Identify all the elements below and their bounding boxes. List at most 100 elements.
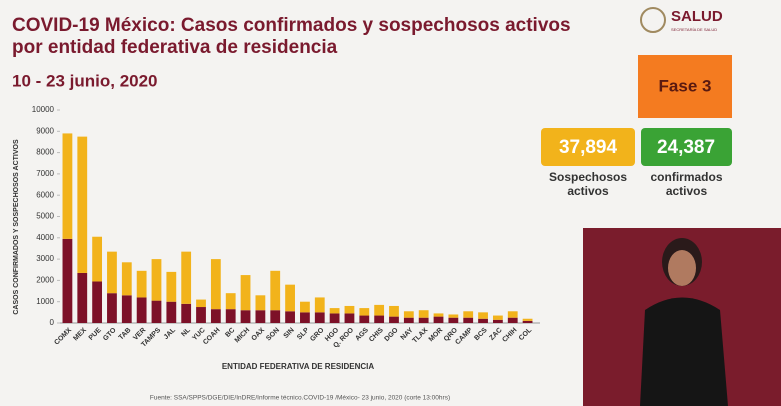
- bar: [492, 315, 503, 320]
- bar: [418, 317, 429, 323]
- bar: [329, 313, 340, 323]
- bar: [507, 311, 518, 318]
- x-tick-label: CHIH: [501, 327, 518, 344]
- bar: [463, 311, 474, 318]
- card: [541, 128, 635, 166]
- bar: [210, 309, 221, 323]
- bar: [403, 317, 414, 323]
- bar: [285, 284, 295, 312]
- bar: [359, 308, 370, 316]
- y-tick-label: 0: [50, 318, 55, 327]
- bar: [374, 304, 385, 316]
- y-tick-label: 6000: [36, 190, 54, 199]
- bar: [270, 270, 281, 311]
- bar: [240, 275, 251, 311]
- x-tick-label: SLP: [296, 327, 311, 342]
- x-tick-label: BCS: [473, 327, 489, 343]
- x-tick-label: COMX: [53, 327, 73, 347]
- logo-subtitle: SECRETARÍA DE SALUD: [671, 27, 717, 32]
- x-tick-label: OAX: [250, 327, 266, 343]
- bar: [151, 259, 162, 301]
- bar: [300, 301, 310, 313]
- x-tick-label: SIN: [283, 327, 296, 340]
- phase: Fase 3: [659, 76, 712, 95]
- bar: [77, 136, 88, 273]
- interpreter-face: [668, 250, 696, 286]
- x-tick-label: GTO: [102, 326, 118, 342]
- card-label: confirmados activos: [650, 170, 723, 198]
- bar: [344, 305, 355, 314]
- x-tick-label: GRO: [309, 326, 326, 343]
- bar: [92, 236, 103, 282]
- y-tick-label: 4000: [36, 233, 54, 242]
- bar: [314, 297, 325, 313]
- x-tick-label: CAMP: [454, 327, 474, 347]
- bar: [255, 295, 266, 311]
- bar: [181, 251, 192, 304]
- bar: [181, 303, 192, 323]
- y-tick-label: 8000: [36, 148, 54, 157]
- y-axis-label: CASOS CONFIRMADOS Y SOSPECHOSOS ACTIVOS: [13, 139, 20, 315]
- bar: [225, 309, 236, 323]
- bar: [196, 299, 206, 308]
- bar: [166, 271, 177, 302]
- x-tick-label: CHIS: [368, 327, 385, 344]
- x-tick-label: BC: [224, 327, 236, 339]
- x-tick-label: SON: [265, 327, 281, 343]
- bar: [344, 313, 355, 323]
- bar: [433, 316, 444, 323]
- x-tick-label: MOR: [428, 327, 445, 344]
- bar: [285, 311, 295, 323]
- card-value: 24,387: [657, 137, 715, 158]
- bar: [107, 293, 117, 323]
- bar: [255, 310, 266, 323]
- bar: [478, 318, 488, 323]
- title: por entidad federativa de residencia: [12, 37, 338, 58]
- interpreter-body: [640, 297, 728, 406]
- logo-emblem: [640, 7, 666, 33]
- y-tick-label: 3000: [36, 254, 54, 263]
- bar: [136, 297, 147, 323]
- bar: [121, 295, 132, 323]
- card-label-box: Sospechosos activos: [548, 170, 628, 198]
- y-tick-label: 9000: [36, 126, 54, 135]
- x-tick-label: TAB: [118, 327, 133, 342]
- x-tick-label: NL: [180, 326, 192, 338]
- bar: [329, 308, 340, 314]
- bar: [92, 281, 103, 323]
- bar: [136, 270, 147, 298]
- bar: [240, 310, 251, 323]
- bar: [359, 315, 370, 323]
- y-tick-label: 2000: [36, 276, 54, 285]
- bar: [507, 317, 518, 323]
- x-tick-label: TLAX: [412, 327, 430, 345]
- bar: [389, 305, 399, 317]
- y-tick-label: 1000: [36, 297, 54, 306]
- bar: [121, 262, 132, 296]
- bar: [418, 310, 429, 318]
- card-label: Sospechosos activos: [548, 170, 628, 198]
- bar: [522, 320, 533, 323]
- y-tick-label: 10000: [32, 105, 55, 114]
- bar: [210, 259, 221, 310]
- bar: [433, 313, 444, 317]
- card-label-box: confirmados activos: [650, 170, 723, 198]
- card-value: 37,894: [559, 137, 618, 158]
- bar: [492, 319, 503, 323]
- x-tick-label: COL: [518, 326, 534, 342]
- title: COVID-19 México: Casos confirmados y sos…: [12, 15, 571, 36]
- bar: [522, 318, 533, 321]
- card: [641, 128, 732, 166]
- bar: [314, 312, 325, 323]
- bar: [448, 314, 459, 318]
- x-tick-label: COAH: [202, 327, 222, 347]
- bar: [107, 251, 117, 294]
- bar: [166, 301, 177, 323]
- x-tick-label: DGO: [383, 326, 400, 343]
- bar: [270, 310, 281, 323]
- bar: [463, 317, 474, 323]
- x-tick-label: JAL: [163, 326, 178, 341]
- bar: [389, 316, 399, 323]
- bar: [448, 317, 459, 323]
